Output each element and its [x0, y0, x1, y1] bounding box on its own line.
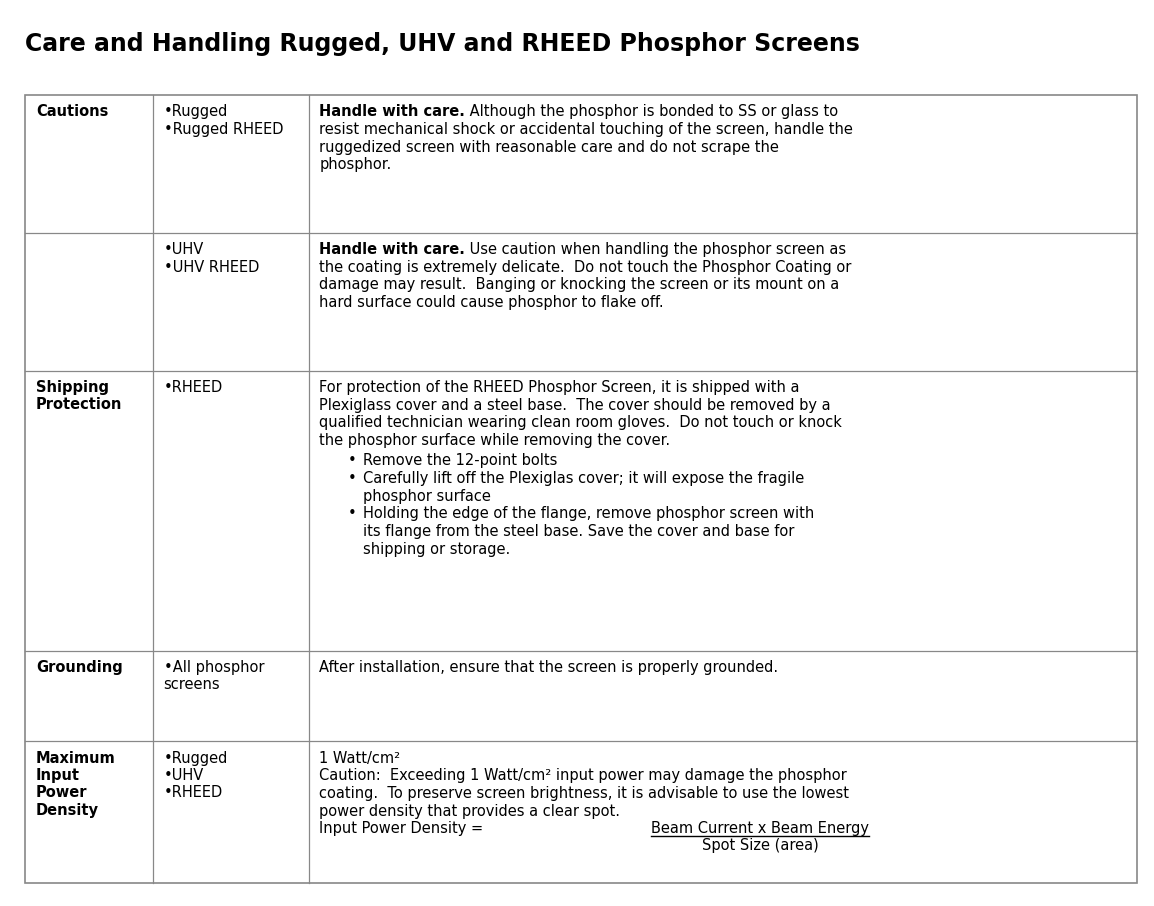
Text: 1 Watt/cm²: 1 Watt/cm²: [320, 750, 400, 766]
Text: coating.  To preserve screen brightness, it is advisable to use the lowest: coating. To preserve screen brightness, …: [320, 786, 849, 801]
Text: •All phosphor
screens: •All phosphor screens: [164, 660, 264, 692]
Text: power density that provides a clear spot.: power density that provides a clear spot…: [320, 804, 620, 818]
Text: Plexiglass cover and a steel base.  The cover should be removed by a: Plexiglass cover and a steel base. The c…: [320, 398, 831, 413]
Text: shipping or storage.: shipping or storage.: [364, 542, 510, 557]
Text: •RHEED: •RHEED: [164, 381, 223, 395]
Text: •Rugged
•UHV
•RHEED: •Rugged •UHV •RHEED: [164, 750, 228, 800]
Text: Beam Current x Beam Energy: Beam Current x Beam Energy: [651, 821, 869, 836]
Text: After installation, ensure that the screen is properly grounded.: After installation, ensure that the scre…: [320, 660, 778, 675]
Text: the phosphor surface while removing the cover.: the phosphor surface while removing the …: [320, 433, 670, 448]
Text: Handle with care.: Handle with care.: [320, 104, 465, 120]
Text: •UHV
•UHV RHEED: •UHV •UHV RHEED: [164, 242, 258, 275]
Text: Cautions: Cautions: [36, 104, 108, 120]
Text: •: •: [349, 471, 357, 487]
Text: ruggedized screen with reasonable care and do not scrape the: ruggedized screen with reasonable care a…: [320, 140, 779, 155]
Text: Holding the edge of the flange, remove phosphor screen with: Holding the edge of the flange, remove p…: [364, 506, 815, 522]
Text: Although the phosphor is bonded to SS or glass to: Although the phosphor is bonded to SS or…: [465, 104, 838, 120]
Text: phosphor surface: phosphor surface: [364, 488, 490, 504]
Text: •: •: [349, 506, 357, 522]
Text: its flange from the steel base. Save the cover and base for: its flange from the steel base. Save the…: [364, 524, 794, 539]
Text: damage may result.  Banging or knocking the screen or its mount on a: damage may result. Banging or knocking t…: [320, 277, 839, 293]
Text: hard surface could cause phosphor to flake off.: hard surface could cause phosphor to fla…: [320, 295, 664, 310]
Text: phosphor.: phosphor.: [320, 158, 391, 172]
Text: resist mechanical shock or accidental touching of the screen, handle the: resist mechanical shock or accidental to…: [320, 121, 853, 137]
Text: qualified technician wearing clean room gloves.  Do not touch or knock: qualified technician wearing clean room …: [320, 415, 842, 430]
Text: Caution:  Exceeding 1 Watt/cm² input power may damage the phosphor: Caution: Exceeding 1 Watt/cm² input powe…: [320, 768, 847, 783]
Text: For protection of the RHEED Phosphor Screen, it is shipped with a: For protection of the RHEED Phosphor Scr…: [320, 381, 800, 395]
Bar: [25, 95, 1137, 883]
Text: Handle with care.: Handle with care.: [320, 242, 465, 257]
Text: Remove the 12-point bolts: Remove the 12-point bolts: [364, 453, 557, 468]
Text: Spot Size (area): Spot Size (area): [702, 838, 819, 853]
Text: Maximum
Input
Power
Density: Maximum Input Power Density: [36, 750, 115, 818]
Text: Carefully lift off the Plexiglas cover; it will expose the fragile: Carefully lift off the Plexiglas cover; …: [364, 471, 804, 487]
Text: •: •: [349, 453, 357, 468]
Text: Use caution when handling the phosphor screen as: Use caution when handling the phosphor s…: [465, 242, 846, 257]
Text: •Rugged
•Rugged RHEED: •Rugged •Rugged RHEED: [164, 104, 283, 137]
Text: Grounding: Grounding: [36, 660, 122, 675]
Text: Shipping
Protection: Shipping Protection: [36, 381, 122, 412]
Text: Input Power Density =: Input Power Density =: [320, 821, 488, 836]
Text: Care and Handling Rugged, UHV and RHEED Phosphor Screens: Care and Handling Rugged, UHV and RHEED …: [25, 32, 860, 55]
Text: the coating is extremely delicate.  Do not touch the Phosphor Coating or: the coating is extremely delicate. Do no…: [320, 260, 852, 275]
